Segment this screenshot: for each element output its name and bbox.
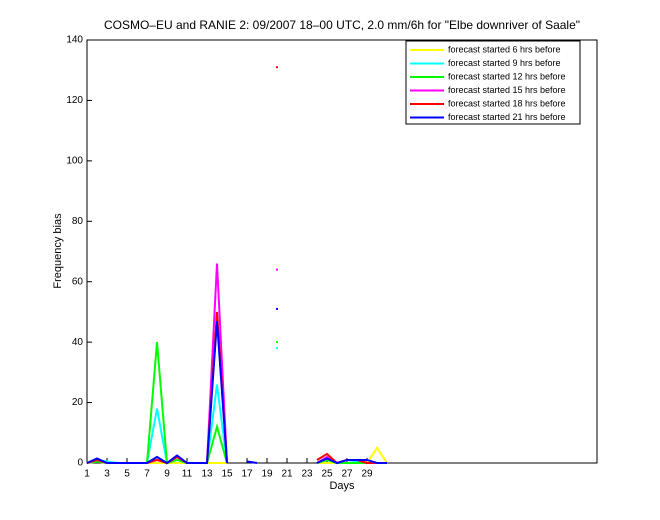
y-tick-label: 140 [66,35,83,46]
legend-label: forecast started 12 hrs before [448,71,566,81]
x-tick-label: 17 [241,469,253,480]
x-tick-label: 15 [221,469,233,480]
legend-label: forecast started 15 hrs before [448,85,566,95]
legend-label: forecast started 6 hrs before [448,44,561,54]
x-tick-label: 3 [104,469,110,480]
x-tick-label: 23 [301,469,313,480]
series-line [246,460,258,464]
x-tick-label: 21 [281,469,293,480]
x-tick-label: 27 [341,469,353,480]
x-tick-label: 29 [361,469,373,480]
x-axis-label: Days [329,480,355,492]
series-line [316,457,387,465]
y-tick-label: 80 [72,216,84,227]
x-tick-label: 9 [164,469,170,480]
y-tick-label: 20 [72,397,84,408]
legend-box [405,40,581,125]
x-tick-label: 19 [261,469,273,480]
x-tick-label: 1 [84,469,90,480]
y-tick-label: 100 [66,155,83,166]
chart-title: COSMO–EU and RANIE 2: 09/2007 18–00 UTC,… [104,18,580,32]
y-tick-label: 120 [66,95,83,106]
x-tick-label: 25 [321,469,333,480]
x-tick-label: 11 [182,469,193,480]
y-tick-label: 0 [77,458,83,469]
series-line [86,320,228,465]
legend-label: forecast started 18 hrs before [448,98,566,108]
x-tick-label: 7 [144,469,150,480]
y-tick-label: 60 [72,276,84,287]
y-tick-label: 40 [72,337,84,348]
legend-label: forecast started 9 hrs before [448,58,561,68]
y-axis-label: Frequency bias [52,213,64,289]
legend-label: forecast started 21 hrs before [448,112,566,122]
x-tick-label: 5 [124,469,130,480]
x-tick-label: 13 [201,469,213,480]
